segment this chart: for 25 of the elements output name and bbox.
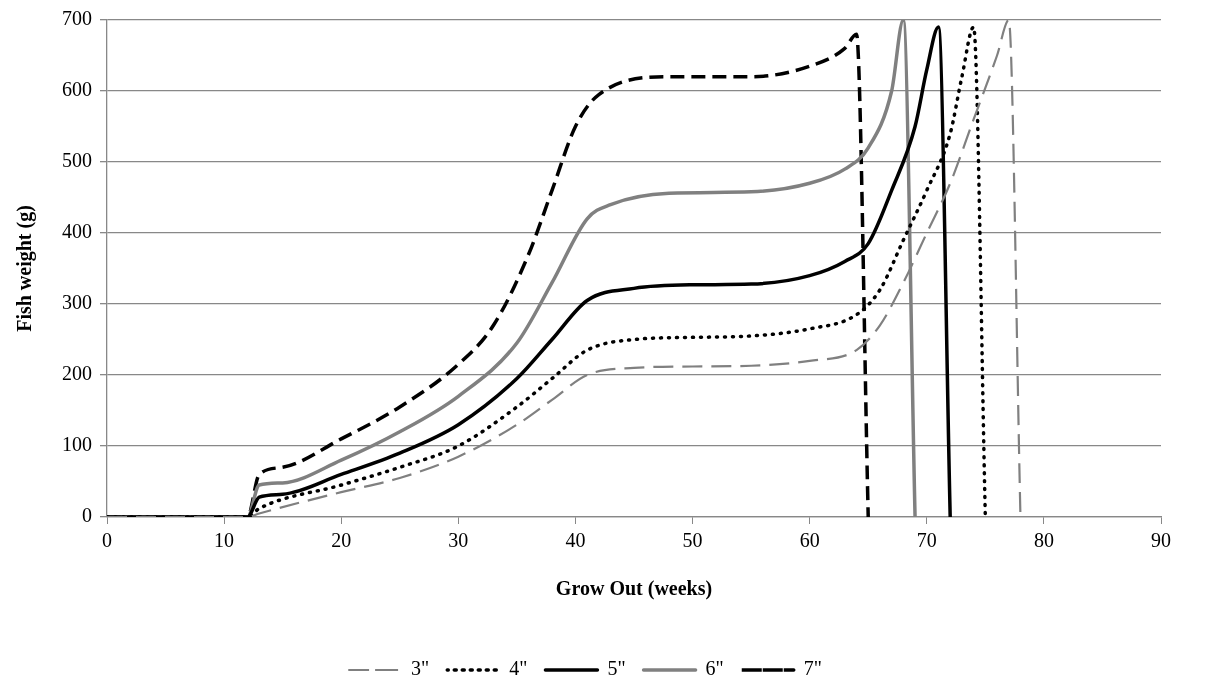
legend-label: 4" <box>509 657 528 680</box>
y-tick-label: 100 <box>62 433 92 456</box>
y-tick-label: 200 <box>62 362 92 385</box>
y-tick-label: 500 <box>62 149 92 172</box>
y-tick-label: 600 <box>62 78 92 101</box>
y-axis-title: Fish weight (g) <box>13 205 37 332</box>
legend-label: 3" <box>411 657 430 680</box>
y-tick-label: 700 <box>62 7 92 30</box>
legend-label: 6" <box>705 657 724 680</box>
x-tick-label: 0 <box>102 529 112 552</box>
x-tick-label: 60 <box>799 529 820 552</box>
legend-label: 5" <box>607 657 626 680</box>
y-tick-label: 300 <box>62 291 92 314</box>
legend-label: 7" <box>803 657 822 680</box>
x-tick-label: 40 <box>565 529 586 552</box>
x-tick-label: 20 <box>331 529 352 552</box>
x-tick-label: 30 <box>448 529 469 552</box>
x-tick-label: 10 <box>214 529 235 552</box>
x-axis-title: Grow Out (weeks) <box>555 577 713 601</box>
x-tick-label: 50 <box>682 529 703 552</box>
x-tick-label: 90 <box>1151 529 1171 552</box>
x-tick-label: 70 <box>916 529 937 552</box>
y-tick-label: 0 <box>82 504 92 527</box>
y-tick-label: 400 <box>62 220 92 243</box>
x-tick-label: 80 <box>1033 529 1054 552</box>
